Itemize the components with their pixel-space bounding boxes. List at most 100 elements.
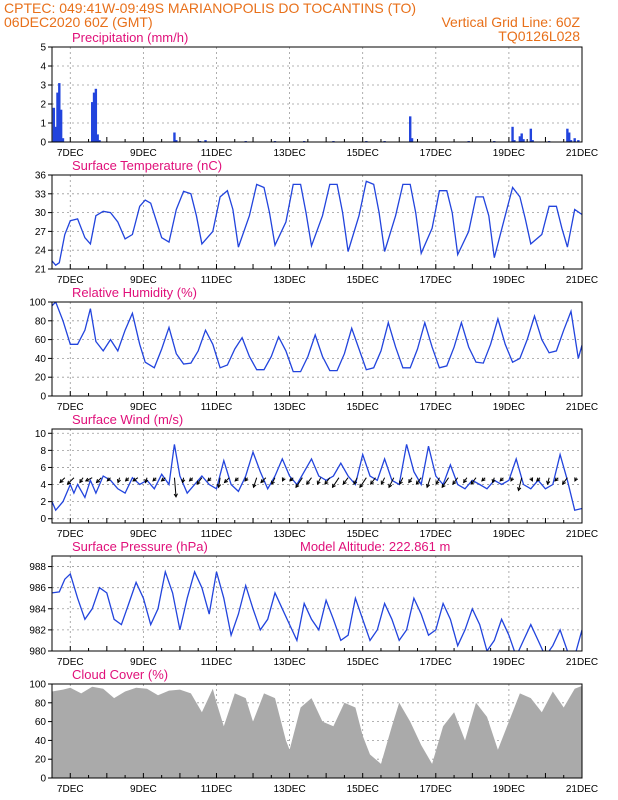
- wind-arrow-head: [536, 477, 541, 482]
- wind-arrow-head: [216, 483, 222, 489]
- wind-arrow-head: [388, 483, 393, 489]
- precip-bar: [59, 109, 63, 142]
- wind-arrow: [435, 477, 440, 485]
- y-tick-label: 21: [35, 265, 47, 276]
- panel-title-wind: Surface Wind (m/s): [72, 412, 183, 427]
- wind-arrow-head: [316, 480, 321, 486]
- header-model: TQ0126L028: [498, 28, 580, 44]
- x-tick-label: 9DEC: [130, 784, 157, 795]
- wind-arrow-head: [415, 480, 420, 485]
- precip-bar: [204, 140, 207, 142]
- wind-arrow-head: [124, 477, 130, 482]
- x-tick-label: 11DEC: [201, 148, 233, 159]
- x-tick-label: 7DEC: [57, 657, 84, 668]
- wind-arrow-head: [244, 477, 249, 482]
- wind-arrow-head: [66, 480, 72, 485]
- wind-arrow: [306, 477, 312, 485]
- precip-bar: [54, 126, 57, 142]
- y-tick-label: 10: [35, 429, 47, 440]
- wind-arrow: [85, 477, 93, 482]
- wind-arrow-head: [188, 477, 194, 482]
- x-tick-label: 11DEC: [201, 657, 233, 668]
- wind-arrow-head: [160, 477, 166, 482]
- x-tick-label: 15DEC: [347, 529, 379, 540]
- x-tick-label: 9DEC: [130, 529, 157, 540]
- y-tick-label: 60: [35, 335, 47, 346]
- wind-arrow-head: [173, 493, 178, 498]
- precip-bar: [569, 140, 573, 142]
- panel-temp: Surface Temperature (nC) 21 24 27 30 33 36 7DEC…: [35, 158, 598, 286]
- panel-rh: Relative Humidity (%) 0 20 40 60 80 100 7DEC 9DE…: [29, 285, 598, 413]
- y-tick-label: 3: [40, 81, 46, 92]
- x-tick-label: 17DEC: [420, 148, 452, 159]
- wind-arrow-head: [295, 483, 300, 489]
- x-tick-label: 19DEC: [493, 148, 525, 159]
- wind-arrow-head: [380, 480, 385, 486]
- y-tick-label: 40: [35, 354, 47, 365]
- panel-frame-precip: [51, 46, 583, 143]
- precip-bar: [58, 83, 61, 142]
- wind-arrow: [196, 477, 203, 485]
- wind-arrow: [388, 477, 395, 488]
- x-tick-label: 17DEC: [420, 275, 452, 286]
- x-tick-label: 11DEC: [201, 275, 233, 286]
- precip-bar: [566, 128, 569, 142]
- y-tick-label: 20: [35, 373, 47, 384]
- panel-title-temp: Surface Temperature (nC): [72, 158, 222, 173]
- panel-frame-rh: [51, 301, 583, 397]
- wind-arrow: [353, 477, 358, 485]
- panels: Precipitation (mm/h) 0 1 2 3 4 5 7DEC 9DEC 11DEC 1…: [29, 30, 598, 795]
- wind-arrow: [218, 477, 221, 488]
- panel-cloud: Cloud Cover (%) 0 20 40 60 80 100 7DEC 9DEC 11DEC…: [29, 667, 598, 795]
- x-tick-label: 17DEC: [420, 402, 452, 413]
- x-tick-label: 7DEC: [57, 275, 84, 286]
- wind-arrow-head: [426, 483, 431, 489]
- plot-area-wind: [52, 444, 582, 512]
- panel-title-rh: Relative Humidity (%): [72, 285, 197, 300]
- panel-frame-cloud: [51, 683, 583, 779]
- y-tick-label: 4: [40, 62, 46, 73]
- wind-arrow-head: [116, 479, 121, 484]
- wind-arrow-head: [470, 480, 475, 485]
- wind-arrow-head: [106, 477, 111, 482]
- wind-arrow: [224, 477, 230, 483]
- x-tick-label: 19DEC: [493, 784, 525, 795]
- panel-frame-pres: [51, 555, 583, 652]
- wind-arrow: [173, 477, 177, 497]
- wind-arrow-head: [441, 483, 446, 489]
- wind-arrow-head: [95, 479, 101, 484]
- wind-arrow: [359, 477, 367, 488]
- plot-area-rh: [52, 302, 582, 373]
- panel-title-precip: Precipitation (mm/h): [72, 30, 188, 45]
- plot-area-cloud: [52, 685, 582, 778]
- wind-arrow: [260, 477, 267, 483]
- wind-arrow-head: [181, 479, 186, 484]
- wind-arrow-head: [452, 480, 457, 485]
- x-tick-label: 19DEC: [493, 275, 525, 286]
- wind-arrow-head: [399, 480, 403, 486]
- wind-arrow-head: [196, 480, 201, 485]
- plot-area-precip: [52, 83, 580, 142]
- wind-arrow: [518, 477, 523, 491]
- y-tick-label: 982: [29, 625, 46, 636]
- wind-arrow-head: [324, 480, 329, 485]
- y-tick-label: 2: [40, 100, 46, 111]
- precip-bar: [577, 140, 580, 142]
- x-tick-label: 9DEC: [130, 275, 157, 286]
- y-tick-label: 27: [35, 227, 47, 238]
- y-tick-label: 6: [40, 463, 46, 474]
- wind-arrow-head: [481, 477, 486, 482]
- x-tick-label: 21DEC: [566, 784, 598, 795]
- precip-bar: [91, 102, 94, 142]
- panel-precip: Precipitation (mm/h) 0 1 2 3 4 5 7DEC 9DEC 11DEC 1…: [40, 30, 598, 159]
- precip-bar: [92, 92, 96, 142]
- wind-arrow-head: [331, 483, 336, 489]
- y-tick-label: 24: [35, 246, 47, 257]
- y-tick-label: 60: [35, 717, 47, 728]
- wind-arrow: [317, 477, 322, 485]
- y-tick-label: 80: [35, 316, 47, 327]
- precip-bar: [94, 88, 98, 142]
- wind-arrow-head: [252, 483, 257, 489]
- wind-arrow: [295, 477, 303, 488]
- x-tick-label: 13DEC: [273, 657, 305, 668]
